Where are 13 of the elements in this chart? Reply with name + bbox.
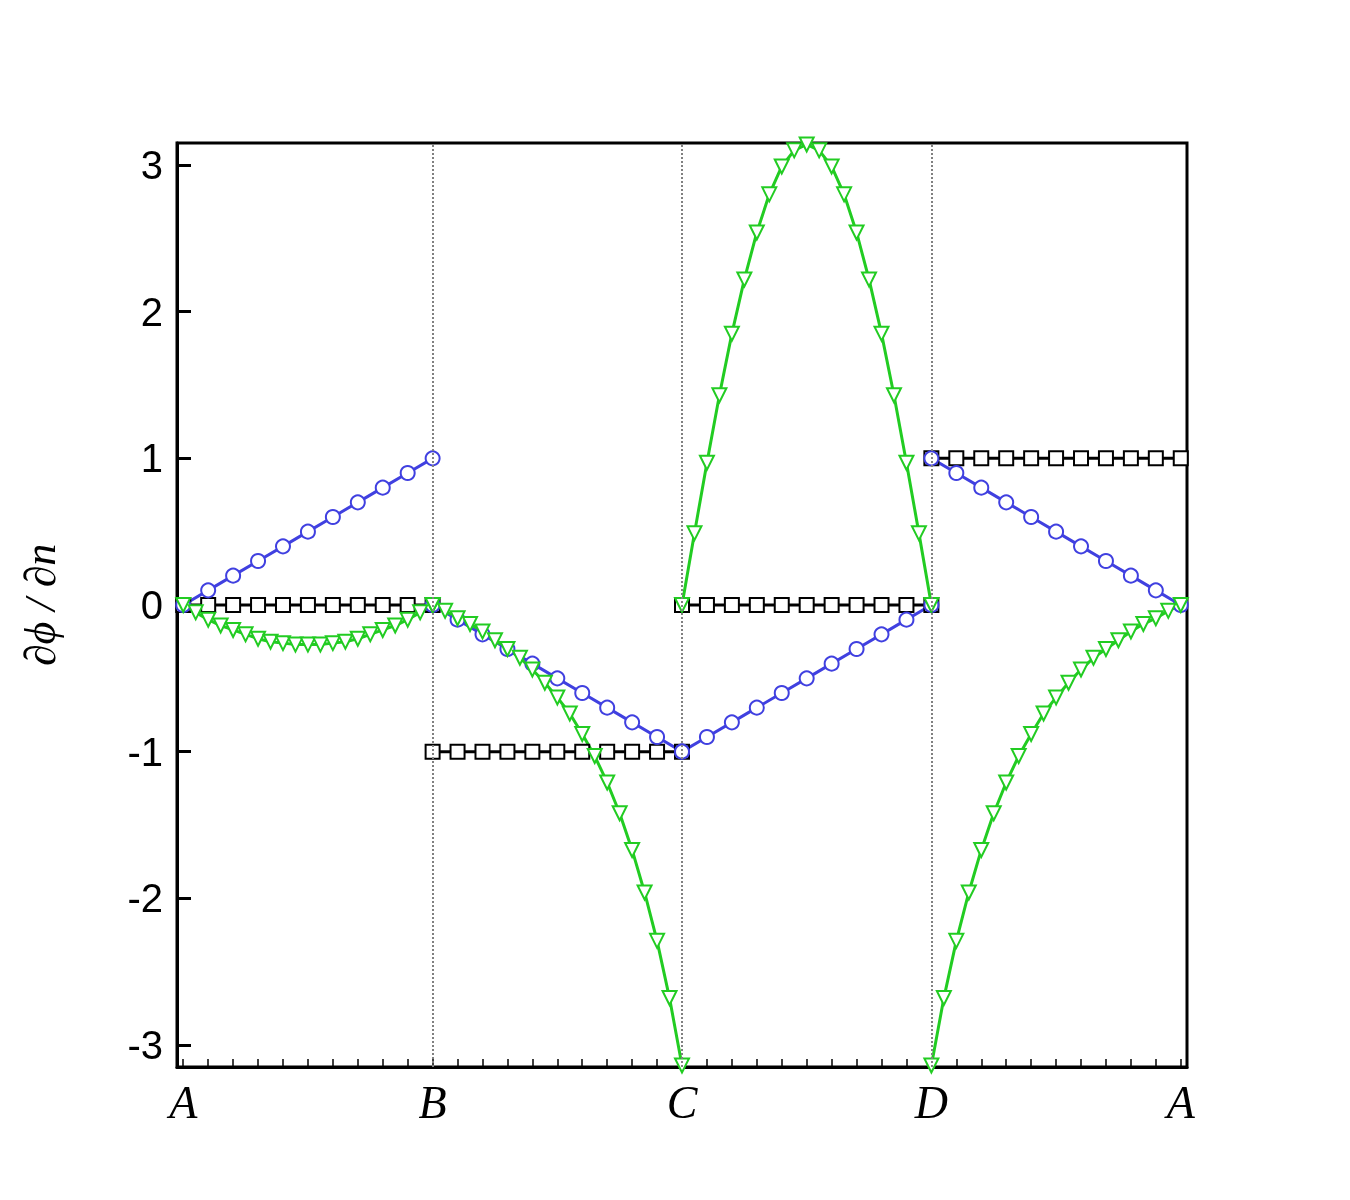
y-tick-label: -1	[127, 729, 163, 774]
y-axis-title: ∂ϕ / ∂n	[15, 543, 65, 667]
y-tick-label: 0	[140, 583, 163, 627]
x-tick-label: D	[913, 1076, 948, 1128]
x-tick-label: C	[666, 1076, 699, 1128]
x-tick-label: A	[1163, 1076, 1196, 1128]
y-tick-label: -3	[127, 1023, 163, 1067]
y-tick-label: 2	[140, 289, 163, 334]
y-tick-label: 3	[140, 143, 163, 187]
y-tick-label: 1	[140, 436, 163, 481]
y-tick-label: -2	[127, 876, 163, 921]
x-tick-label: B	[418, 1076, 447, 1128]
x-tick-label: A	[166, 1076, 199, 1128]
